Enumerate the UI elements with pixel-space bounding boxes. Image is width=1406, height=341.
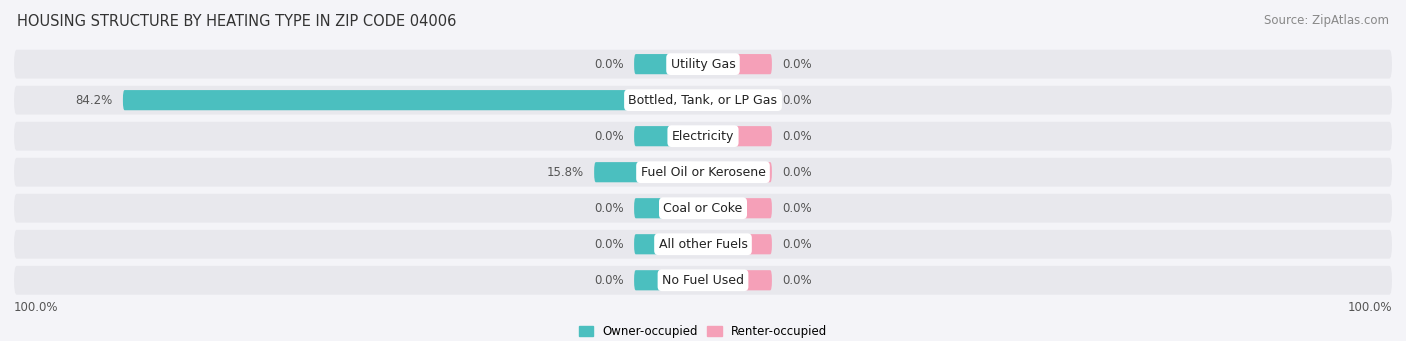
- FancyBboxPatch shape: [14, 50, 1392, 78]
- FancyBboxPatch shape: [703, 126, 772, 146]
- Text: Fuel Oil or Kerosene: Fuel Oil or Kerosene: [641, 166, 765, 179]
- FancyBboxPatch shape: [703, 198, 772, 218]
- FancyBboxPatch shape: [122, 90, 703, 110]
- FancyBboxPatch shape: [14, 122, 1392, 151]
- FancyBboxPatch shape: [14, 266, 1392, 295]
- Text: 0.0%: 0.0%: [595, 58, 624, 71]
- Text: 0.0%: 0.0%: [782, 238, 811, 251]
- Text: 0.0%: 0.0%: [782, 166, 811, 179]
- Legend: Owner-occupied, Renter-occupied: Owner-occupied, Renter-occupied: [576, 323, 830, 340]
- Text: 0.0%: 0.0%: [595, 238, 624, 251]
- FancyBboxPatch shape: [703, 234, 772, 254]
- Text: 0.0%: 0.0%: [782, 130, 811, 143]
- Text: All other Fuels: All other Fuels: [658, 238, 748, 251]
- FancyBboxPatch shape: [595, 162, 703, 182]
- Text: 100.0%: 100.0%: [14, 301, 59, 314]
- Text: 0.0%: 0.0%: [595, 202, 624, 215]
- Text: 0.0%: 0.0%: [782, 202, 811, 215]
- FancyBboxPatch shape: [14, 86, 1392, 115]
- FancyBboxPatch shape: [14, 230, 1392, 259]
- FancyBboxPatch shape: [634, 54, 703, 74]
- Text: 100.0%: 100.0%: [1347, 301, 1392, 314]
- FancyBboxPatch shape: [634, 234, 703, 254]
- FancyBboxPatch shape: [634, 198, 703, 218]
- Text: Coal or Coke: Coal or Coke: [664, 202, 742, 215]
- FancyBboxPatch shape: [634, 270, 703, 290]
- Text: Bottled, Tank, or LP Gas: Bottled, Tank, or LP Gas: [628, 94, 778, 107]
- FancyBboxPatch shape: [703, 90, 772, 110]
- Text: 0.0%: 0.0%: [782, 58, 811, 71]
- FancyBboxPatch shape: [703, 162, 772, 182]
- Text: No Fuel Used: No Fuel Used: [662, 274, 744, 287]
- FancyBboxPatch shape: [14, 194, 1392, 223]
- FancyBboxPatch shape: [703, 270, 772, 290]
- FancyBboxPatch shape: [703, 54, 772, 74]
- Text: 0.0%: 0.0%: [595, 274, 624, 287]
- Text: Source: ZipAtlas.com: Source: ZipAtlas.com: [1264, 14, 1389, 27]
- Text: Utility Gas: Utility Gas: [671, 58, 735, 71]
- Text: HOUSING STRUCTURE BY HEATING TYPE IN ZIP CODE 04006: HOUSING STRUCTURE BY HEATING TYPE IN ZIP…: [17, 14, 456, 29]
- Text: 84.2%: 84.2%: [76, 94, 112, 107]
- FancyBboxPatch shape: [634, 126, 703, 146]
- Text: 0.0%: 0.0%: [782, 274, 811, 287]
- Text: Electricity: Electricity: [672, 130, 734, 143]
- FancyBboxPatch shape: [14, 158, 1392, 187]
- Text: 0.0%: 0.0%: [782, 94, 811, 107]
- Text: 0.0%: 0.0%: [595, 130, 624, 143]
- Text: 15.8%: 15.8%: [547, 166, 583, 179]
